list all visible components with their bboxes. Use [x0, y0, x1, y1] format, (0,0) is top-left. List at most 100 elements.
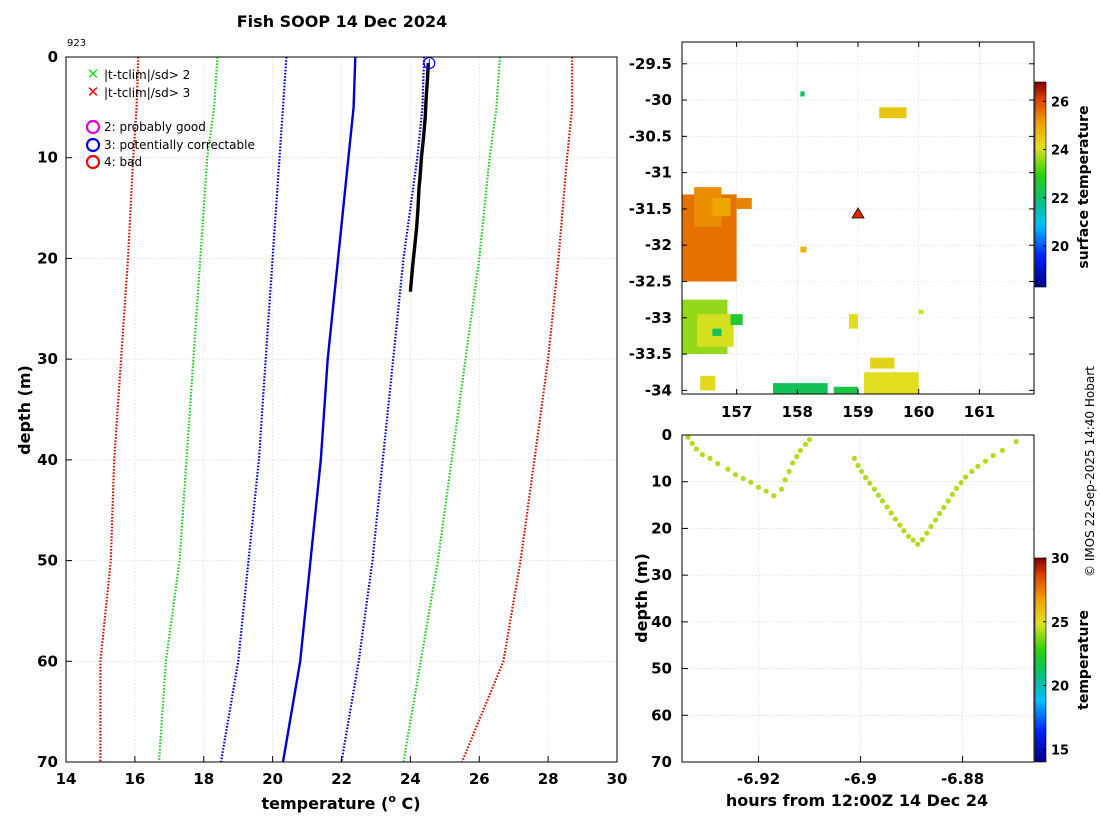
- timedepth-point: [855, 462, 861, 468]
- timedepth-panel: -6.92 -6.9 -6.88 0 10 20 30 40 50 60 70 hours from…: [632, 426, 1092, 810]
- series-line-mean-2-sd: [402, 57, 501, 762]
- tick-label-x: 16: [124, 770, 145, 788]
- sst-colorbar-tick-label: 22: [1051, 192, 1069, 207]
- sst-cell: [712, 198, 731, 217]
- legend-label-qc2: 2: probably good: [104, 120, 206, 134]
- timedepth-point: [755, 484, 762, 490]
- timedepth-point: [963, 474, 969, 480]
- timedepth-point: [949, 491, 955, 497]
- timedepth-point: [685, 435, 691, 440]
- map-tick-label-x: 159: [842, 403, 873, 421]
- sst-cell: [773, 383, 828, 394]
- timedepth-ticks: -6.92 -6.9 -6.88 0 10 20 30 40 50 60 70: [651, 426, 984, 788]
- legend-label-qc3: 3: potentially correctable: [104, 138, 255, 152]
- map-tick-label-x: 158: [782, 403, 813, 421]
- qc-marker-circle: [423, 57, 436, 70]
- sst-cell: [800, 246, 807, 253]
- td-tick-label-x: -6.9: [844, 770, 877, 788]
- tick-label-x: 30: [607, 770, 628, 788]
- sst-cell: [833, 386, 858, 394]
- circle-blue-icon: [85, 137, 101, 153]
- timedepth-point: [892, 516, 898, 522]
- tick-label-y: 20: [37, 249, 58, 267]
- temp-colorbar-tick-label: 30: [1051, 552, 1069, 567]
- timedepth-point: [990, 452, 996, 459]
- timedepth-point: [884, 504, 890, 510]
- copyright-note: © IMOS 22-Sep-2025 14:40 Hobart: [1083, 366, 1097, 577]
- timedepth-point: [797, 447, 803, 454]
- legend-label-qc4: 4: bad: [104, 155, 142, 169]
- td-tick-label-y: 70: [651, 753, 672, 771]
- legend-item-qc3: 3: potentially correctable: [85, 137, 255, 153]
- cross-red-icon: ✕: [87, 83, 100, 101]
- series-line-climatology-mean: [281, 57, 357, 762]
- timedepth-point: [867, 480, 873, 486]
- tick-label-y: 30: [37, 350, 58, 368]
- legend-label-sd2: |t-tclim|/sd> 2: [104, 68, 190, 82]
- timedepth-point: [715, 460, 721, 467]
- map-tick-label-y: -32: [645, 236, 672, 254]
- legend-item-sd2: ✕ |t-tclim|/sd> 2: [87, 65, 190, 83]
- timedepth-point: [915, 541, 921, 547]
- legend-item-qc2: 2: probably good: [85, 119, 206, 135]
- profile-lines: [99, 57, 574, 762]
- timedepth-point: [786, 468, 792, 475]
- tick-label-x: 28: [538, 770, 559, 788]
- timedepth-point: [919, 537, 925, 543]
- sst-cell: [712, 328, 722, 336]
- observed-profile-line: [408, 62, 430, 292]
- timedepth-point: [982, 458, 989, 464]
- temperature-colorbar-ticks: 15 20 25 30: [1043, 552, 1069, 758]
- td-tick-label-y: 20: [651, 519, 672, 537]
- tick-label-x: 22: [331, 770, 352, 788]
- timedepth-point: [790, 460, 796, 466]
- map-tick-label-y: -30.5: [629, 127, 672, 145]
- timedepth-point: [901, 528, 907, 534]
- tick-label-x: 20: [262, 770, 283, 788]
- timedepth-point: [941, 504, 947, 511]
- circle-magenta-icon: [85, 119, 101, 135]
- temp-colorbar-tick-label: 20: [1051, 680, 1069, 695]
- td-tick-label-y: 50: [651, 660, 672, 678]
- timedepth-point: [851, 455, 858, 461]
- timedepth-point: [693, 446, 699, 452]
- circle-red-icon: [85, 154, 101, 170]
- timedepth-point: [928, 523, 934, 530]
- map-tick-label-y: -31.5: [629, 200, 672, 218]
- timedepth-point: [875, 492, 882, 498]
- sst-cell: [730, 314, 743, 326]
- legend-item-qc4: 4: bad: [85, 154, 142, 170]
- td-tick-label-y: 10: [651, 473, 672, 491]
- station-triangle-icon: [851, 207, 865, 219]
- timedepth-point: [707, 455, 713, 461]
- profile-legend: ✕ |t-tclim|/sd> 2 ✕ |t-tclim|/sd> 3 2: p…: [85, 65, 255, 170]
- timedepth-y-axis-label: depth (m): [632, 553, 651, 643]
- timedepth-point: [732, 472, 739, 478]
- timedepth-point: [924, 530, 930, 536]
- sst-cell: [848, 314, 858, 329]
- tick-label-y: 50: [37, 552, 58, 570]
- tick-label-x: 26: [469, 770, 490, 788]
- tick-label-y: 10: [37, 149, 58, 167]
- timedepth-point: [1013, 438, 1019, 445]
- profile-ticks: 14 16 18 20 22 24 26 28 30 0 10 20 30 40 50 60 70: [37, 48, 627, 788]
- timedepth-point: [969, 468, 975, 475]
- tick-label-y: 40: [37, 451, 58, 469]
- timedepth-point: [794, 453, 800, 460]
- series-line-mean-1-sd: [219, 57, 288, 762]
- td-tick-label-y: 30: [651, 566, 672, 584]
- timedepth-point: [953, 485, 960, 491]
- timedepth-point: [879, 498, 886, 504]
- tick-label-x: 14: [56, 770, 77, 788]
- legend-item-sd3: ✕ |t-tclim|/sd> 3: [87, 83, 190, 101]
- timedepth-point: [937, 510, 943, 517]
- map-tick-label-y: -30: [645, 91, 672, 109]
- sst-cell: [864, 372, 919, 394]
- temperature-colorbar-label: temperature: [1076, 610, 1092, 710]
- map-tick-label-x: 157: [721, 403, 752, 421]
- timedepth-point: [699, 452, 706, 458]
- legend-label-sd3: |t-tclim|/sd> 3: [104, 86, 190, 100]
- tick-label-y: 60: [37, 652, 58, 670]
- timedepth-point: [802, 441, 809, 447]
- series-line-mean-3-sd: [99, 57, 140, 762]
